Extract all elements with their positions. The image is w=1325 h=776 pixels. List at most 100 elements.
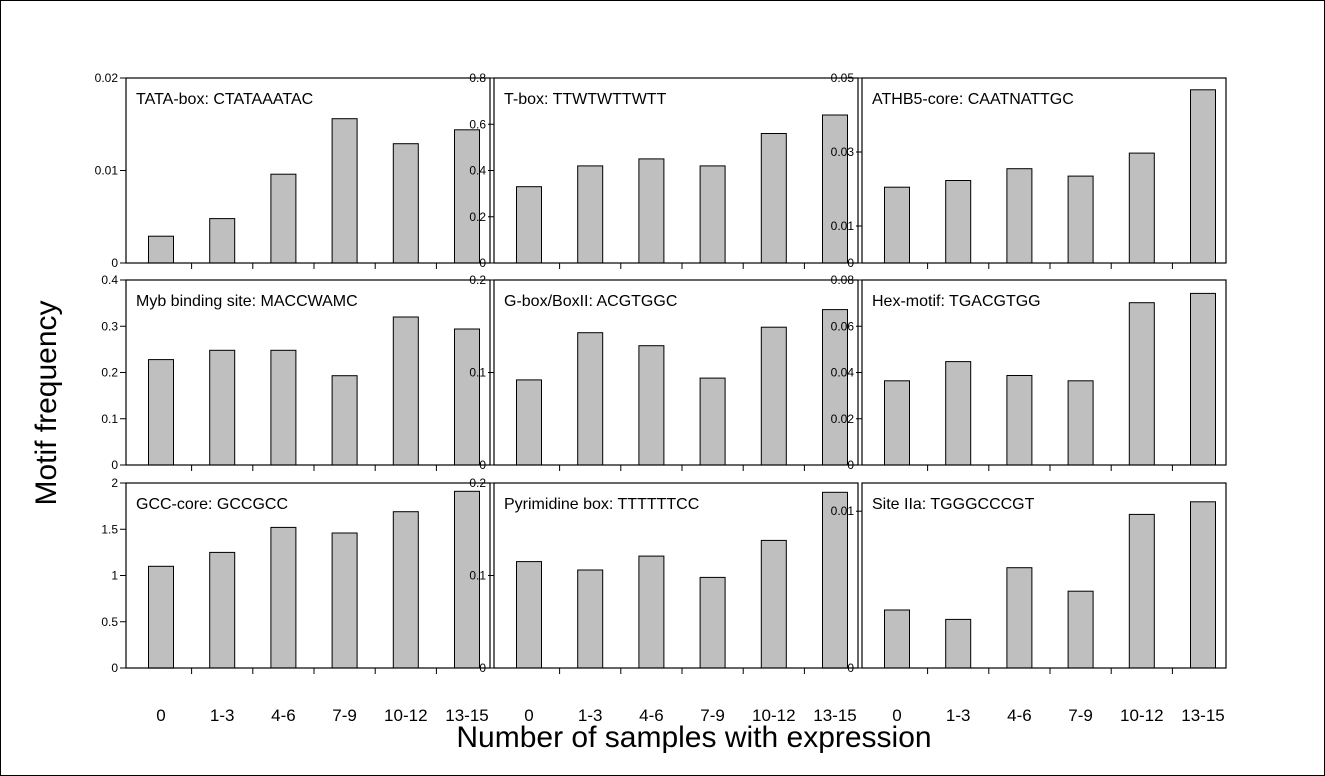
y-tick-label: 0.02	[831, 412, 855, 426]
y-tick-label: 0.2	[469, 476, 486, 490]
bar-7-4-6	[270, 526, 297, 669]
x-tick-label: 7-9	[332, 706, 357, 725]
bar-2-7-9	[699, 165, 726, 264]
bar-4-1-3	[209, 349, 236, 466]
bar-9-4-6	[1006, 567, 1033, 669]
bar-8-4-6	[638, 555, 665, 669]
y-tick-label: 0.4	[101, 273, 118, 287]
y-tick-label: 0.2	[469, 210, 486, 224]
bar-1-0	[148, 235, 174, 264]
y-tick-label: 0.02	[95, 71, 119, 85]
bar-8-1-3	[577, 569, 604, 669]
y-tick-label: 0.2	[469, 273, 486, 287]
bar-2-10-12	[760, 133, 787, 264]
y-axis-title: Motif frequency	[30, 300, 63, 505]
bar-2-1-3	[577, 165, 604, 264]
x-tick-label: 10-12	[384, 706, 427, 725]
y-tick-label: 0.01	[831, 219, 855, 233]
panel-4: 0 0.1 0.2 0.3 0.4 Myb binding site: MACCWAMC	[101, 273, 491, 472]
y-tick-label: 0	[847, 458, 854, 472]
panel-title: Site IIa: TGGGCCCGT	[872, 496, 1035, 513]
bar-1-13-15	[454, 129, 480, 264]
x-tick-label: 7-9	[700, 706, 725, 725]
bar-3-13-15	[1190, 89, 1216, 264]
y-tick-label: 0	[111, 458, 118, 472]
y-tick-label: 0.01	[831, 504, 855, 518]
bar-4-13-15	[454, 328, 480, 466]
bar-9-10-12	[1128, 513, 1155, 669]
y-tick-label: 0.4	[469, 164, 486, 178]
bar-7-1-3	[209, 551, 236, 669]
panel-frame	[861, 482, 1227, 669]
bar-8-7-9	[699, 576, 726, 669]
bar-7-13-15	[454, 490, 480, 669]
y-tick-label: 0.04	[831, 366, 855, 380]
panel-9: 0 0.01 Site IIa: TGGGCCCGT	[831, 482, 1227, 675]
bar-1-10-12	[392, 143, 419, 264]
y-tick-label: 0.1	[469, 569, 486, 583]
y-tick-label: 0	[111, 256, 118, 270]
bar-5-7-9	[699, 377, 726, 466]
bar-4-4-6	[270, 349, 297, 466]
panel-title: Hex-motif: TGACGTGG	[872, 293, 1041, 310]
x-tick-label: 1-3	[946, 706, 971, 725]
bar-5-10-12	[760, 326, 787, 466]
bar-1-7-9	[331, 118, 358, 264]
bar-9-1-3	[945, 618, 972, 669]
x-tick-label: 1-3	[210, 706, 235, 725]
x-tick-label: 4-6	[639, 706, 664, 725]
bar-7-10-12	[392, 511, 419, 669]
panel-title: GCC-core: GCCGCC	[136, 496, 288, 513]
y-tick-label: 0	[479, 458, 486, 472]
panel-title: ATHB5-core: CAATNATTGC	[872, 91, 1074, 108]
x-tick-label: 0	[892, 706, 901, 725]
y-tick-label: 0.3	[101, 319, 118, 333]
bar-3-7-9	[1067, 175, 1094, 264]
bar-2-0	[516, 186, 542, 264]
panel-title: Myb binding site: MACCWAMC	[136, 293, 358, 310]
x-tick-label: 1-3	[578, 706, 603, 725]
bar-3-10-12	[1128, 152, 1155, 264]
bar-6-0	[884, 380, 910, 466]
y-tick-label: 0	[479, 661, 486, 675]
x-tick-label: 0	[156, 706, 165, 725]
panel-title: G-box/BoxII: ACGTGGC	[504, 293, 677, 310]
y-tick-label: 0.03	[831, 145, 855, 159]
x-tick-label: 13-15	[445, 706, 488, 725]
panel-frame	[861, 77, 1227, 264]
bar-4-10-12	[392, 316, 419, 466]
panel-title: TATA-box: CTATAAATAC	[136, 91, 313, 108]
bar-6-1-3	[945, 361, 972, 466]
y-tick-label: 0.06	[831, 319, 855, 333]
bar-8-10-12	[760, 539, 787, 669]
bar-5-0	[516, 379, 542, 466]
y-tick-label: 0.05	[831, 71, 855, 85]
y-tick-label: 0	[847, 256, 854, 270]
panel-3: 0 0.01 0.03 0.05 ATHB5-core: CAATNATTGC	[831, 71, 1227, 270]
y-tick-label: 1	[111, 569, 118, 583]
bar-6-4-6	[1006, 375, 1033, 466]
x-tick-label: 4-6	[271, 706, 296, 725]
bar-3-0	[884, 186, 910, 264]
panel-8: 0 0.1 0.2 Pyrimidine box: TTTTTTCC	[469, 476, 859, 675]
x-tick-label: 0	[524, 706, 533, 725]
category-labels: 0 1-3 4-6 7-9 10-12 13-15 0 1-3 4-6 7-9 10-12 13-15…	[156, 706, 1224, 725]
bar-1-4-6	[270, 173, 297, 264]
x-tick-label: 10-12	[752, 706, 795, 725]
panel-6: 0 0.02 0.04 0.06 0.08 Hex-motif: TGACGTGG	[831, 273, 1227, 472]
panel-2: 0 0.2 0.4 0.6 0.8 T-box: TTWTWTTWTT	[469, 71, 859, 270]
panel-7: 0 0.5 1 1.5 2 GCC-core: GCCGCC	[101, 476, 491, 675]
x-tick-label: 4-6	[1007, 706, 1032, 725]
x-axis-title: Number of samples with expression	[456, 721, 931, 754]
bar-2-4-6	[638, 158, 665, 264]
bar-2-13-15	[822, 114, 848, 264]
y-tick-label: 0	[479, 256, 486, 270]
panel-1: 0 0.01 0.02 TATA-box: CTATAAATAC	[95, 71, 491, 270]
y-tick-label: 0.1	[101, 412, 118, 426]
bar-1-1-3	[209, 218, 236, 264]
bar-6-13-15	[1190, 292, 1216, 466]
y-tick-label: 2	[111, 476, 118, 490]
x-tick-label: 10-12	[1120, 706, 1163, 725]
